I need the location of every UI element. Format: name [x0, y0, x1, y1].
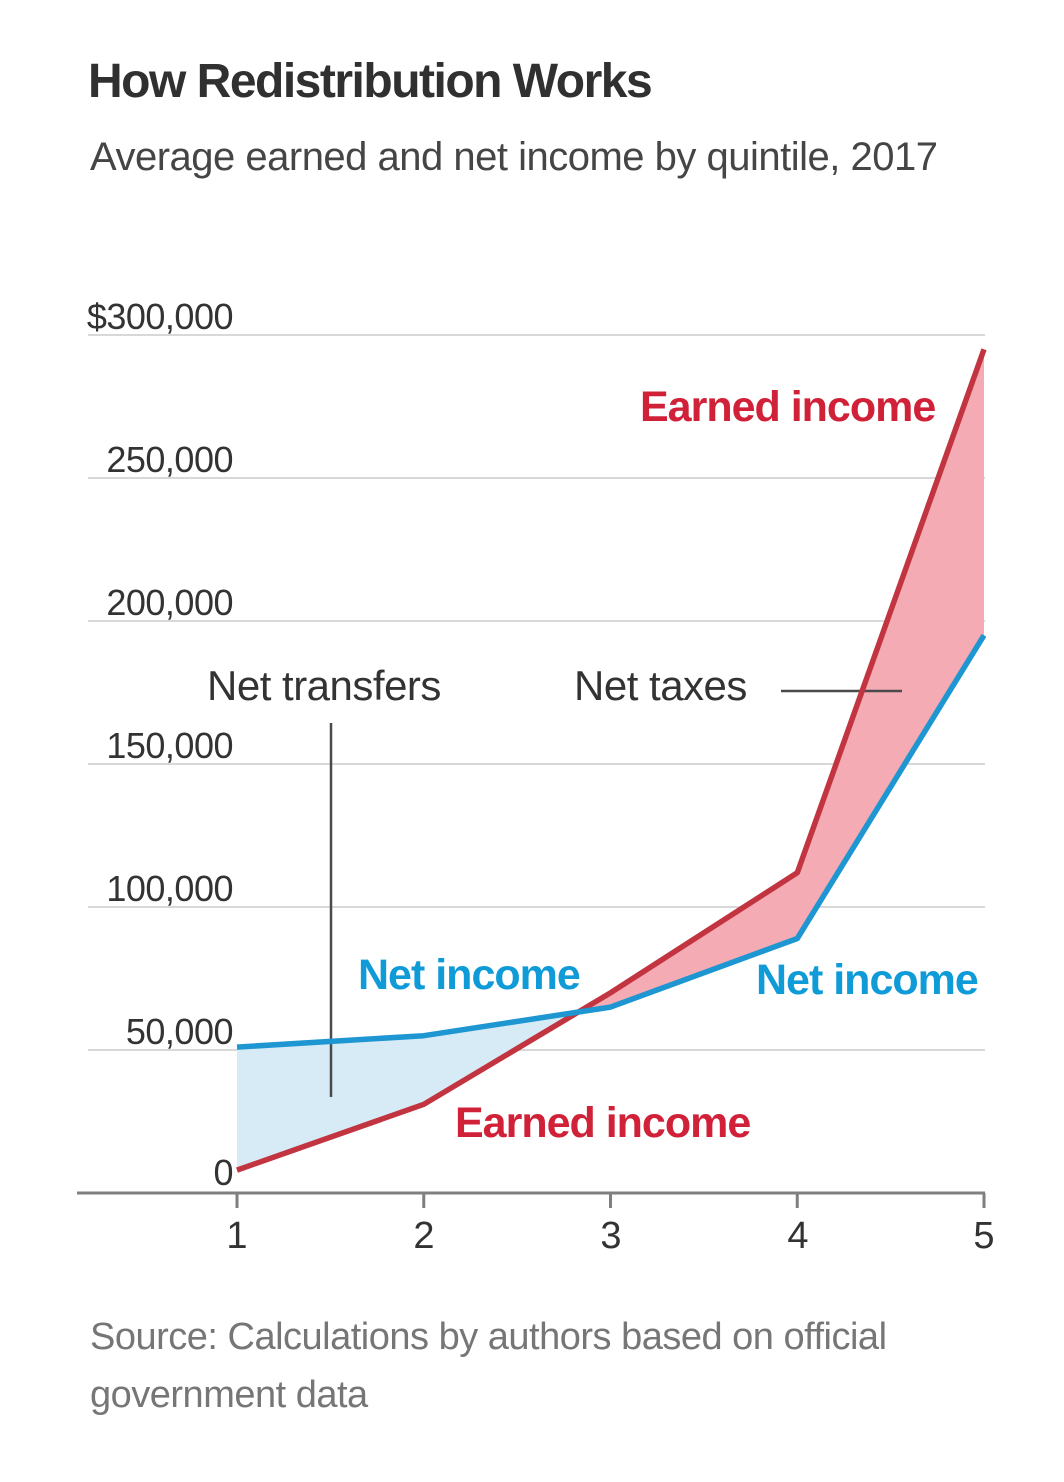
net-income-line: [236, 633, 987, 1050]
x-axis-label: 4: [787, 1215, 809, 1257]
y-axis-label: 200,000: [106, 582, 233, 623]
earned-income-label-bottom: Earned income: [455, 1099, 751, 1147]
net-income-label-right: Net income: [756, 956, 979, 1004]
earned-income-line: [236, 348, 987, 1173]
y-axis-label: 50,000: [125, 1011, 234, 1052]
source-note: Source: Calculations by authors based on…: [90, 1316, 887, 1416]
net-transfers-fill: [237, 1012, 579, 1171]
y-axis-label: $300,000: [86, 296, 234, 337]
net-transfers-annotation: Net transfers: [207, 662, 441, 709]
earned-income-label-top: Earned income: [640, 383, 936, 431]
x-axis-label: 1: [226, 1215, 248, 1257]
net-taxes-annotation: Net taxes: [574, 662, 747, 709]
x-axis-label: 5: [973, 1215, 995, 1257]
x-axis-label: 3: [600, 1215, 622, 1257]
y-axis-label: 0: [213, 1152, 233, 1193]
x-axis-label: 2: [413, 1215, 435, 1257]
y-axis-label: 100,000: [106, 868, 233, 909]
chart-subtitle: Average earned and net income by quintil…: [90, 135, 938, 179]
y-axis-label: 250,000: [106, 439, 233, 480]
y-axis-label: 150,000: [106, 725, 233, 766]
net-income-label-left: Net income: [358, 951, 581, 999]
net-taxes-fill: [578, 349, 984, 1012]
chart-title: How Redistribution Works: [88, 55, 653, 108]
